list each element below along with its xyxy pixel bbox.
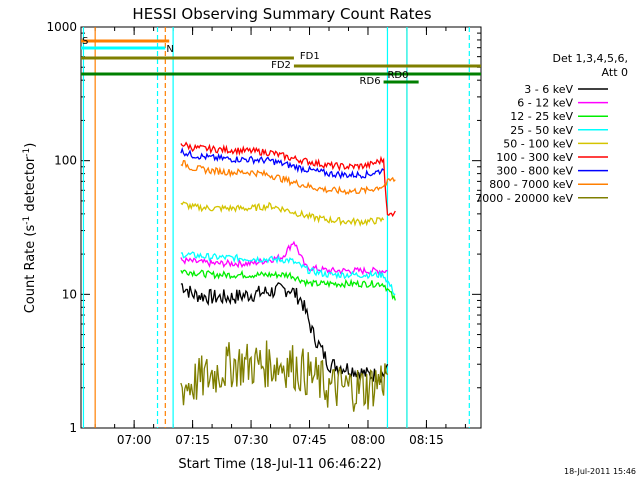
annotation-label: FD2 — [271, 60, 291, 71]
annotation-label: S — [82, 36, 88, 47]
y-axis-label-mid: detector — [23, 156, 38, 216]
annotation-label: RD6 — [360, 76, 381, 87]
x-tick-label: 08:15 — [409, 433, 444, 447]
series-line — [180, 147, 385, 180]
x-tick-label: 07:45 — [292, 433, 327, 447]
series-line — [180, 282, 389, 383]
legend-title-1: Det 1,3,4,5,6, — [552, 52, 628, 65]
x-tick-label: 07:30 — [234, 433, 269, 447]
y-tick-label: 1 — [69, 421, 77, 435]
y-axis-label: Count Rate (s-1 detector-1) — [22, 143, 38, 314]
legend-label: 50 - 100 keV — [503, 137, 573, 150]
x-tick-label: 07:00 — [117, 433, 152, 447]
legend-label: 3 - 6 keV — [524, 83, 573, 96]
y-axis-label-end: ) — [23, 143, 38, 148]
series-line — [180, 141, 396, 218]
y-axis-label-sup1: -1 — [22, 216, 32, 225]
annotation-label: N — [166, 44, 173, 55]
legend-label: 12 - 25 keV — [510, 110, 573, 123]
series-line — [180, 269, 396, 301]
y-axis-label-sup2: -1 — [22, 148, 32, 157]
legend-label: 7000 - 20000 keV — [475, 192, 573, 205]
series-line — [180, 340, 389, 412]
annotation-label: RD0 — [387, 70, 408, 81]
x-tick-label: 07:15 — [175, 433, 210, 447]
legend-label: 6 - 12 keV — [517, 97, 573, 110]
legend-label: 800 - 7000 keV — [489, 178, 573, 191]
y-tick-label: 10 — [62, 287, 77, 301]
timestamp: 18-Jul-2011 15:46 — [564, 467, 636, 476]
y-axis-label-main: Count Rate (s — [23, 225, 38, 314]
series-line — [180, 160, 396, 196]
plot-area: 1 10 100 1000 07:00 07:15 07:30 07:45 08:00 08:15… — [46, 20, 482, 447]
y-tick-label: 100 — [54, 154, 77, 168]
y-tick-label: 1000 — [46, 20, 77, 34]
legend-title-2: Att 0 — [602, 66, 628, 79]
annotation-label: FD1 — [300, 51, 320, 62]
series-line — [180, 251, 396, 295]
legend-label: 100 - 300 keV — [496, 151, 573, 164]
x-tick-label: 08:00 — [351, 433, 386, 447]
legend-label: 25 - 50 keV — [510, 124, 573, 137]
plot-frame — [80, 26, 482, 429]
series-line — [180, 201, 385, 227]
chart-title: HESSI Observing Summary Count Rates — [132, 5, 431, 23]
legend-label: 300 - 800 keV — [496, 165, 573, 178]
x-axis-label: Start Time (18-Jul-11 06:46:22) — [178, 457, 381, 472]
